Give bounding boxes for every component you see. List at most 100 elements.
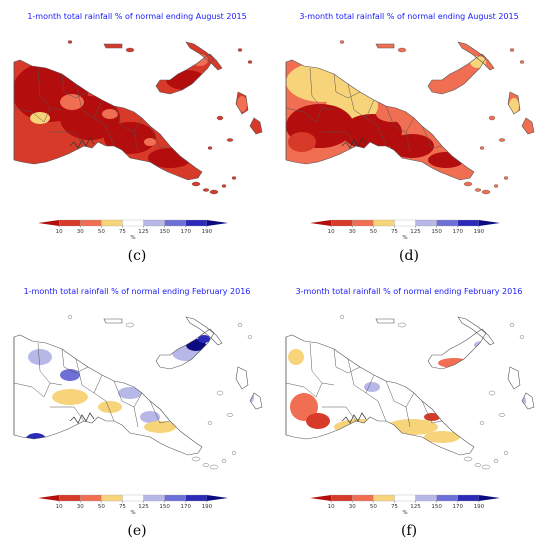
rainfall-patch [98,401,122,413]
colorbar-segment [436,494,458,502]
island [339,315,345,319]
colorbar-segment [478,495,500,501]
coastline [521,392,535,410]
province-border [93,392,115,422]
coastline [457,316,495,346]
province-border [61,348,89,374]
rainfall-patch [104,122,156,154]
colorbar-segment [373,494,395,502]
rainfall-patch [192,54,208,66]
panel-title: 3-month total rainfall % of normal endin… [299,12,519,21]
colorbar-tick-label: 170 [453,504,464,510]
colorbar-tick-label: 150 [159,504,170,510]
coastline [285,334,475,456]
island [488,115,496,121]
colorbar-segment [352,219,374,227]
rainfall-patch [306,413,330,429]
rainfall-patch [140,411,160,423]
island [207,421,213,425]
province-border [50,131,85,147]
panel-title: 1-month total rainfall % of normal endin… [27,12,247,21]
province-border [61,73,89,99]
province-border [13,107,51,123]
province-border [347,83,375,119]
panel-label: (f) [400,523,418,539]
island [474,188,482,192]
island [191,456,201,462]
colorbar-segment [164,219,186,227]
rainfall-patch [424,431,460,443]
rainfall-patch [166,70,206,90]
colorbar-tick-label: 75 [119,229,126,235]
province-border [421,125,443,149]
province-border [149,125,171,149]
colorbar-tick-label: 50 [98,229,105,235]
colorbar-tick-label: 170 [181,229,192,235]
colorbar-unit: % [402,235,407,240]
coastline [285,59,475,181]
island [237,48,243,52]
colorbar-segment [415,219,437,227]
province-border [133,131,139,153]
rainfall-patch [438,358,470,368]
coastline [249,392,263,410]
colorbar-tick-label: 10 [56,229,63,235]
colorbar-segment [38,220,60,226]
colorbar-tick-label: 125 [138,229,149,235]
coastline [457,41,495,71]
river-delta [69,137,95,149]
island [67,315,73,319]
colorbar-tick-label: 50 [370,504,377,510]
rainfall-patch [90,356,110,366]
island [519,335,525,339]
island [481,189,491,195]
island [216,115,224,121]
colorbar-segment [143,494,165,502]
rainfall-patch [288,132,316,152]
province-border [333,348,361,374]
colorbar-tick-label: 190 [474,504,485,510]
rainfall-patch [237,96,247,112]
rainfall-patch [434,68,474,88]
province-border [322,406,357,422]
island [207,146,213,150]
province-border [50,406,85,422]
colorbar-tick-label: 10 [328,504,335,510]
panel-title: 1-month total rainfall % of normal endin… [23,287,251,296]
island [209,464,219,470]
province-border [37,67,63,111]
province-border [37,342,63,386]
rainfall-patch [334,419,390,435]
province-border [365,392,387,422]
colorbar-segment [330,219,353,227]
panel-label: (d) [399,248,419,264]
colorbar-segment [373,219,395,227]
colorbar-tick-label: 75 [391,504,398,510]
island [503,451,509,455]
island [221,459,227,463]
island [231,176,237,180]
panel-e: 1-month total rainfall % of normal endin… [2,275,272,550]
colorbar-segment [330,494,353,502]
colorbar-segment [164,494,186,502]
island [509,48,515,52]
river-delta [341,137,367,149]
coastline [507,91,521,115]
province-border [133,406,139,428]
colorbar-tick-label: 75 [119,504,126,510]
colorbar-segment [310,495,332,501]
island [479,146,485,150]
rainfall-patch [52,389,88,405]
river-delta [69,412,95,424]
island [397,322,407,328]
coastline [103,43,123,49]
province-border [365,117,387,147]
island [247,60,253,64]
rainfall-patch [198,335,210,343]
rainfall-patch [60,369,80,381]
island [191,181,201,187]
panel-label: (c) [127,248,147,264]
island [339,40,345,44]
colorbar-segment [80,219,102,227]
colorbar-segment [185,219,208,227]
